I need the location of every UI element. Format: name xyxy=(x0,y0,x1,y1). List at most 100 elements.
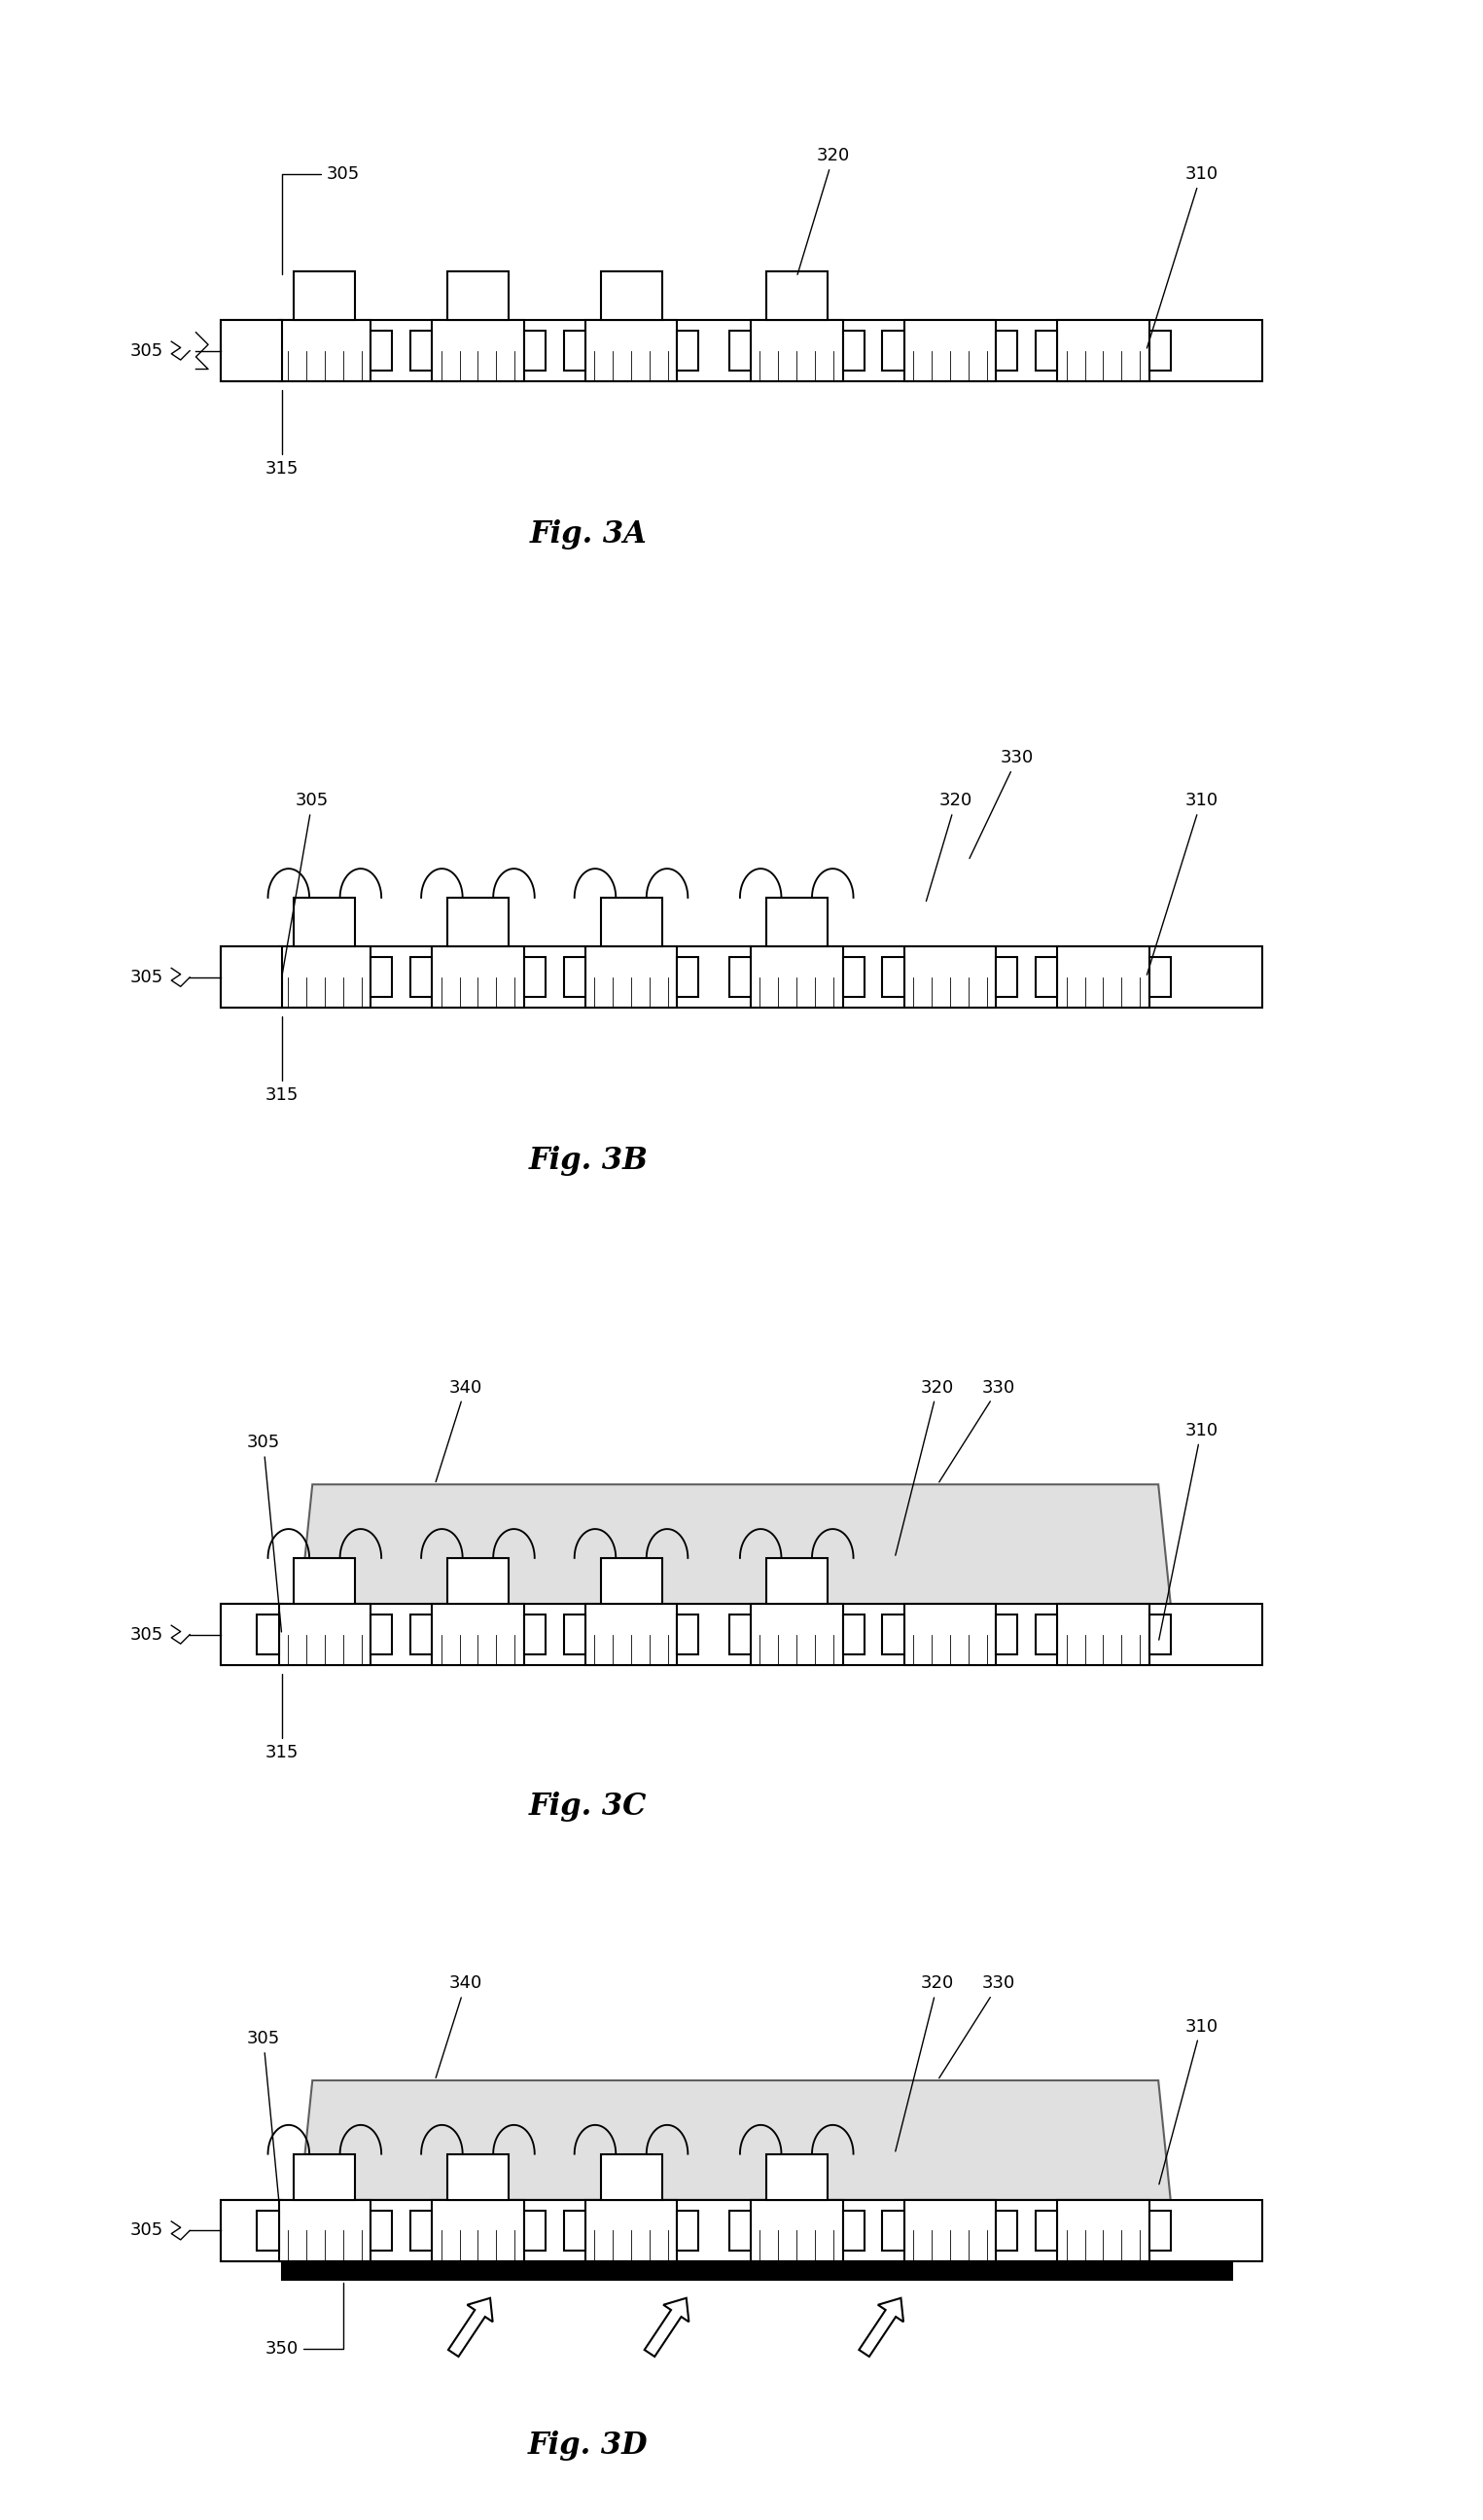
Bar xyxy=(750,2200,842,2260)
Bar xyxy=(279,320,371,381)
Bar xyxy=(221,2200,1262,2260)
Bar xyxy=(905,1603,997,1666)
Text: 305: 305 xyxy=(246,1434,282,1633)
Bar xyxy=(523,330,546,370)
Text: 340: 340 xyxy=(436,1976,482,2079)
Bar xyxy=(257,330,279,370)
Bar xyxy=(564,2210,586,2250)
Bar xyxy=(411,1615,432,1656)
Bar xyxy=(905,2200,997,2260)
Bar xyxy=(448,272,509,320)
Bar xyxy=(523,2210,546,2250)
Bar xyxy=(842,330,865,370)
Bar xyxy=(1035,330,1057,370)
FancyArrow shape xyxy=(645,2298,690,2356)
Bar xyxy=(882,1615,905,1656)
Bar xyxy=(601,1557,661,1603)
Bar xyxy=(730,330,750,370)
Text: 305: 305 xyxy=(131,343,163,360)
Bar xyxy=(221,1603,1262,1666)
Bar xyxy=(411,958,432,998)
Bar xyxy=(1149,2210,1170,2250)
Text: 315: 315 xyxy=(265,391,298,476)
Text: 350: 350 xyxy=(265,2283,343,2356)
Bar xyxy=(432,948,523,1008)
Bar xyxy=(767,897,828,948)
Bar xyxy=(448,2155,509,2200)
Bar xyxy=(294,897,356,948)
Bar xyxy=(1149,1615,1170,1656)
Bar xyxy=(1149,958,1170,998)
Bar xyxy=(601,2155,661,2200)
Bar xyxy=(586,320,678,381)
Text: 320: 320 xyxy=(896,1976,955,2152)
Bar xyxy=(767,2155,828,2200)
Bar xyxy=(221,2200,282,2260)
Text: 330: 330 xyxy=(939,1378,1016,1482)
Bar xyxy=(1035,1615,1057,1656)
Bar xyxy=(730,958,750,998)
Text: 310: 310 xyxy=(1146,166,1218,348)
Bar xyxy=(221,320,282,381)
Bar xyxy=(1057,2200,1149,2260)
Bar xyxy=(432,320,523,381)
Bar xyxy=(997,958,1017,998)
Bar xyxy=(523,1615,546,1656)
Bar xyxy=(371,330,392,370)
Bar xyxy=(997,330,1017,370)
Bar xyxy=(279,2200,371,2260)
Bar xyxy=(1035,958,1057,998)
Bar xyxy=(1035,2210,1057,2250)
Text: 320: 320 xyxy=(927,791,973,902)
Bar xyxy=(1057,1603,1149,1666)
Text: 305: 305 xyxy=(131,1625,163,1643)
Bar xyxy=(371,2210,392,2250)
Bar xyxy=(411,2210,432,2250)
Bar xyxy=(294,272,356,320)
Text: 320: 320 xyxy=(896,1378,955,1555)
Bar xyxy=(257,958,279,998)
Bar xyxy=(448,1557,509,1603)
Bar xyxy=(997,2210,1017,2250)
Bar xyxy=(586,1603,678,1666)
Bar xyxy=(678,2210,698,2250)
Bar xyxy=(678,330,698,370)
Polygon shape xyxy=(300,1484,1170,1603)
Bar xyxy=(678,958,698,998)
Bar xyxy=(586,2200,678,2260)
Bar xyxy=(842,958,865,998)
Bar xyxy=(411,330,432,370)
Text: 310: 310 xyxy=(1160,2019,1218,2185)
Bar xyxy=(221,948,1262,1008)
Text: 305: 305 xyxy=(282,791,329,975)
Bar xyxy=(279,1603,371,1666)
Text: 310: 310 xyxy=(1146,791,1218,975)
Text: 305: 305 xyxy=(246,2031,282,2228)
Bar xyxy=(882,330,905,370)
Text: Fig. 3A: Fig. 3A xyxy=(529,519,647,549)
Text: 330: 330 xyxy=(939,1976,1016,2079)
Bar xyxy=(750,1603,842,1666)
Bar xyxy=(221,320,1262,381)
Bar xyxy=(601,897,661,948)
Text: Fig. 3B: Fig. 3B xyxy=(528,1147,648,1177)
Bar xyxy=(601,272,661,320)
Text: Fig. 3D: Fig. 3D xyxy=(528,2429,648,2460)
Bar xyxy=(564,1615,586,1656)
Text: 340: 340 xyxy=(436,1378,482,1482)
Bar xyxy=(432,2200,523,2260)
Bar xyxy=(564,958,586,998)
Bar xyxy=(767,1557,828,1603)
FancyArrow shape xyxy=(448,2298,492,2356)
Bar xyxy=(1057,320,1149,381)
Text: 315: 315 xyxy=(265,1018,298,1104)
Bar xyxy=(294,2155,356,2200)
Bar xyxy=(371,958,392,998)
Text: 310: 310 xyxy=(1158,1421,1218,1641)
FancyArrow shape xyxy=(859,2298,903,2356)
Bar xyxy=(279,948,371,1008)
Bar xyxy=(1149,330,1170,370)
Bar xyxy=(882,2210,905,2250)
Bar xyxy=(221,1603,282,1666)
Bar xyxy=(1057,948,1149,1008)
